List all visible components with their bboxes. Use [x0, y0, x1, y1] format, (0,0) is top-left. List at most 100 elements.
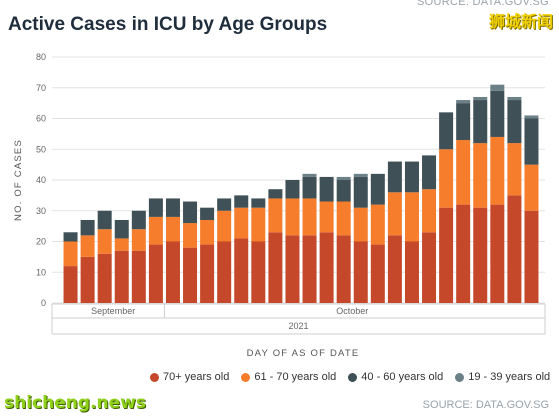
bar-segment[interactable] [200, 244, 215, 303]
bar-segment[interactable] [336, 201, 351, 236]
bar-segment[interactable] [285, 235, 300, 303]
watermark-site: shicheng.news [4, 393, 146, 413]
bar-segment[interactable] [422, 232, 437, 303]
bar-segment[interactable] [490, 90, 505, 137]
bar-segment[interactable] [183, 223, 198, 248]
bar-segment[interactable] [507, 143, 522, 196]
bar-segment[interactable] [251, 241, 266, 304]
bar-segment[interactable] [439, 207, 454, 303]
bar-segment[interactable] [80, 219, 95, 236]
bar-segment[interactable] [387, 161, 402, 193]
bar-segment[interactable] [439, 112, 454, 150]
bar-segment[interactable] [114, 250, 129, 303]
bar-segment[interactable] [524, 164, 539, 211]
y-tick-label: 60 [36, 114, 46, 124]
bar-segment[interactable] [268, 189, 283, 199]
bar-segment[interactable] [251, 207, 266, 242]
bar-segment[interactable] [217, 210, 232, 242]
bar-segment[interactable] [165, 241, 180, 304]
bar-segment[interactable] [131, 250, 146, 303]
bar-segment[interactable] [148, 216, 163, 245]
bar-segment[interactable] [268, 232, 283, 303]
bar-segment[interactable] [490, 204, 505, 303]
bar-segment[interactable] [353, 176, 368, 208]
bar-segment[interactable] [353, 173, 368, 177]
bar-segment[interactable] [473, 207, 488, 303]
bar-segment[interactable] [97, 229, 112, 254]
bar-segment[interactable] [507, 195, 522, 304]
bar-segment[interactable] [404, 241, 419, 304]
bar-segment[interactable] [302, 176, 317, 199]
bar-segment[interactable] [490, 136, 505, 205]
bar-segment[interactable] [456, 100, 471, 104]
bar-segment[interactable] [234, 207, 249, 239]
bar-segment[interactable] [131, 229, 146, 251]
bar-segment[interactable] [456, 140, 471, 205]
bar-segment[interactable] [490, 84, 505, 91]
bar-segment[interactable] [114, 219, 129, 239]
bar-segment[interactable] [114, 238, 129, 251]
bar-segment[interactable] [251, 198, 266, 208]
bar-segment[interactable] [422, 189, 437, 233]
bar-segment[interactable] [63, 241, 78, 267]
bar-segment[interactable] [148, 198, 163, 217]
bar-segment[interactable] [63, 232, 78, 242]
bar-segment[interactable] [148, 244, 163, 303]
bar-segment[interactable] [217, 241, 232, 304]
bar-segment[interactable] [165, 216, 180, 242]
bar-segment[interactable] [63, 266, 78, 303]
bar-segment[interactable] [336, 180, 351, 202]
bar-segment[interactable] [319, 201, 334, 233]
bar-segment[interactable] [387, 235, 402, 303]
bar-segment[interactable] [183, 247, 198, 303]
bar-segment[interactable] [507, 100, 522, 144]
bar-segment[interactable] [387, 192, 402, 236]
bar-segment[interactable] [370, 244, 385, 303]
bar-segment[interactable] [200, 219, 215, 245]
legend-swatch [241, 372, 251, 382]
bar-segment[interactable] [456, 103, 471, 141]
bar-segment[interactable] [473, 143, 488, 208]
bar-segment[interactable] [97, 210, 112, 230]
legend-swatch [348, 372, 358, 382]
bar-segment[interactable] [370, 173, 385, 205]
bar-segment[interactable] [319, 176, 334, 202]
x-axis: September October 2021 [51, 303, 546, 335]
bar-segment[interactable] [302, 198, 317, 236]
bar-segment[interactable] [524, 210, 539, 303]
bar-segment[interactable] [131, 210, 146, 230]
bar-segment[interactable] [404, 192, 419, 242]
bar-segment[interactable] [268, 198, 283, 233]
bar-segment[interactable] [234, 195, 249, 208]
bar-segment[interactable] [80, 235, 95, 257]
bar-segment[interactable] [302, 173, 317, 177]
bar-segment[interactable] [285, 180, 300, 199]
bar-segment[interactable] [234, 238, 249, 303]
bar-segment[interactable] [370, 204, 385, 245]
bar-segment[interactable] [336, 176, 351, 180]
bar-segment[interactable] [97, 253, 112, 303]
bar-segment[interactable] [217, 198, 232, 211]
bar-segment[interactable] [80, 256, 95, 304]
bar-segment[interactable] [507, 96, 522, 101]
bar-segment[interactable] [336, 235, 351, 303]
bar-segment[interactable] [404, 161, 419, 193]
bar-segment[interactable] [183, 201, 198, 224]
bar-segment[interactable] [200, 207, 215, 220]
bar-segment[interactable] [285, 198, 300, 236]
bar-segment[interactable] [353, 241, 368, 304]
bar-segment[interactable] [319, 232, 334, 303]
bar-segment[interactable] [473, 96, 488, 101]
bar-segment[interactable] [439, 149, 454, 208]
bar-segment[interactable] [422, 155, 437, 190]
bar-segment[interactable] [353, 207, 368, 242]
bar-segment[interactable] [473, 100, 488, 144]
bar-segment[interactable] [165, 198, 180, 217]
bar-segment[interactable] [524, 118, 539, 165]
month-label: October [336, 306, 368, 316]
bar-segment[interactable] [524, 115, 539, 119]
bar-segment[interactable] [456, 204, 471, 303]
y-tick-label: 30 [36, 206, 46, 216]
year-label: 2021 [288, 321, 308, 331]
bar-segment[interactable] [302, 235, 317, 303]
